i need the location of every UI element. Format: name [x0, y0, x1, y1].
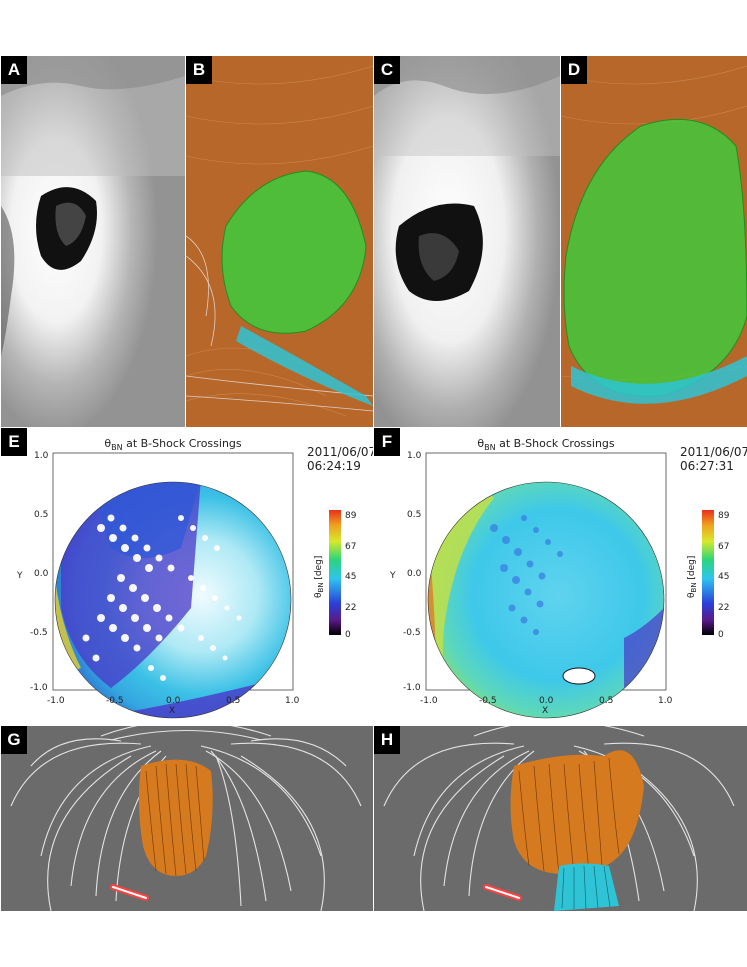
- panel-b: B: [186, 56, 373, 427]
- colorbar-f: [702, 510, 714, 635]
- panel-label-h: H: [374, 726, 400, 754]
- panel-label-b: B: [186, 56, 212, 84]
- x-ticks-e: -1.0 -0.5 0.0 0.5 1.0: [47, 696, 300, 706]
- theta-map-f: θBN at B-Shock Crossings 2011/06/07 06:2…: [389, 437, 747, 719]
- ylabel-e: Y: [16, 571, 23, 581]
- panel-f: F θBN at B-Shock Crossings: [374, 428, 747, 724]
- ytick: -1.0: [403, 683, 421, 693]
- panel-label-f: F: [374, 428, 400, 456]
- xtick: -0.5: [106, 696, 124, 706]
- xtick: -1.0: [420, 696, 438, 706]
- shock-marker-f: [562, 667, 596, 685]
- cbtick: 67: [345, 542, 356, 552]
- fieldlines-g: [1, 726, 373, 911]
- panel-label-g: G: [1, 726, 27, 754]
- xtick: 0.0: [166, 696, 181, 706]
- panel-c: C: [374, 56, 560, 427]
- cbtick: 0: [718, 630, 724, 640]
- colorbar-e: [329, 510, 341, 635]
- ytick: 1.0: [34, 451, 49, 461]
- y-ticks-e: 1.0 0.5 0.0 -0.5 -1.0: [30, 451, 49, 693]
- xtick: 1.0: [285, 696, 300, 706]
- xlabel-f: X: [542, 706, 548, 716]
- panel-label-e: E: [1, 428, 27, 456]
- ylabel-f: Y: [389, 571, 396, 581]
- panel-label-d: D: [561, 56, 587, 84]
- ytick: 0.5: [407, 510, 421, 520]
- panel-label-a: A: [1, 56, 27, 84]
- ytick: -1.0: [30, 683, 48, 693]
- ytick: 0.0: [407, 569, 422, 579]
- xtick: -0.5: [479, 696, 497, 706]
- time-e: 06:24:19: [307, 459, 361, 473]
- time-f: 06:27:31: [680, 459, 734, 473]
- shock-model-d: [561, 56, 747, 427]
- theta-map-e: θBN at B-Shock Crossings 2011/06/07 06:2…: [16, 437, 373, 719]
- panel-d: D: [561, 56, 747, 427]
- panel-h: H: [374, 726, 747, 911]
- cbtick: 67: [718, 542, 729, 552]
- ytick: -0.5: [30, 628, 48, 638]
- colorbar-label-e: θBN [deg]: [314, 556, 325, 598]
- xtick: 0.5: [599, 696, 613, 706]
- aia-image-a: [1, 56, 185, 427]
- title-e: θBN at B-Shock Crossings: [104, 437, 242, 452]
- cbtick: 22: [345, 603, 356, 613]
- cbtick: 22: [718, 603, 729, 613]
- title-f: θBN at B-Shock Crossings: [477, 437, 615, 452]
- xtick: 0.0: [539, 696, 554, 706]
- cbtick: 89: [345, 511, 357, 521]
- colorbar-ticks-f: 89 67 45 22 0: [718, 511, 730, 640]
- cbtick: 89: [718, 511, 730, 521]
- xlabel-e: X: [169, 706, 175, 716]
- xtick: 1.0: [658, 696, 673, 706]
- ytick: 1.0: [407, 451, 422, 461]
- y-ticks-f: 1.0 0.5 0.0 -0.5 -1.0: [403, 451, 422, 693]
- panel-e: E θBN at B-Shock Crossin: [1, 428, 373, 724]
- aia-image-c: [374, 56, 560, 427]
- date-e: 2011/06/07: [307, 445, 373, 459]
- ytick: -0.5: [403, 628, 421, 638]
- xtick: 0.5: [226, 696, 240, 706]
- ytick: 0.5: [34, 510, 48, 520]
- cbtick: 45: [345, 572, 356, 582]
- shock-model-b: [186, 56, 373, 427]
- date-f: 2011/06/07: [680, 445, 747, 459]
- colorbar-ticks-e: 89 67 45 22 0: [345, 511, 357, 640]
- fieldlines-h: [374, 726, 747, 911]
- panel-label-c: C: [374, 56, 400, 84]
- colorbar-label-f: θBN [deg]: [687, 556, 698, 598]
- cbtick: 0: [345, 630, 351, 640]
- panel-a: A: [1, 56, 185, 427]
- x-ticks-f: -1.0 -0.5 0.0 0.5 1.0: [420, 696, 673, 706]
- cbtick: 45: [718, 572, 729, 582]
- panel-g: G: [1, 726, 373, 911]
- xtick: -1.0: [47, 696, 65, 706]
- ytick: 0.0: [34, 569, 49, 579]
